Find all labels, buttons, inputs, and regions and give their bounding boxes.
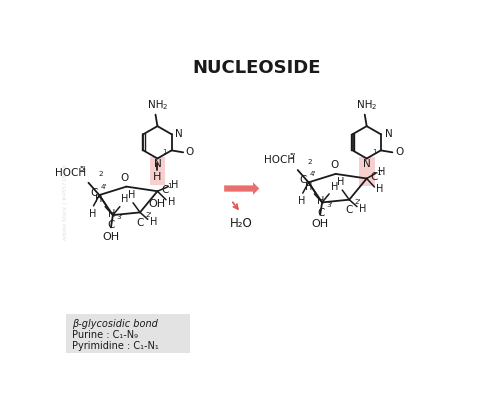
Text: OH: OH [148, 199, 165, 209]
Text: H: H [304, 182, 312, 192]
Text: H: H [298, 196, 306, 206]
Text: H: H [330, 182, 338, 192]
FancyArrowPatch shape [232, 202, 238, 209]
Text: O: O [121, 173, 129, 183]
Text: 2: 2 [98, 171, 103, 177]
Text: O: O [186, 147, 194, 157]
Text: H: H [108, 209, 115, 219]
Text: H: H [96, 194, 103, 204]
Text: 3': 3' [326, 202, 332, 208]
Text: N: N [154, 159, 162, 169]
Text: 2': 2' [146, 212, 152, 218]
Text: HOCH: HOCH [264, 156, 295, 166]
Text: H: H [128, 190, 135, 200]
Text: OH: OH [102, 232, 120, 242]
Text: N: N [363, 159, 370, 169]
Text: C: C [108, 220, 115, 230]
Text: H: H [153, 172, 162, 182]
Text: Pyrimidine : C₁-N₁: Pyrimidine : C₁-N₁ [72, 341, 159, 350]
Text: C: C [162, 185, 168, 195]
Text: HOCH: HOCH [54, 168, 86, 178]
Text: β-glycosidic bond: β-glycosidic bond [72, 319, 158, 329]
Text: 5': 5' [80, 166, 86, 172]
Text: OH: OH [312, 219, 329, 229]
Text: H: H [150, 217, 157, 227]
Text: 5': 5' [289, 153, 296, 159]
Bar [359, 157, 375, 186]
Text: H: H [88, 209, 96, 219]
Text: O: O [330, 160, 338, 170]
Text: N: N [176, 129, 183, 139]
Text: 1': 1' [166, 183, 173, 189]
Text: Purine : C₁-N₉: Purine : C₁-N₉ [72, 330, 138, 340]
Text: 4': 4' [310, 171, 317, 177]
Text: H: H [171, 180, 178, 190]
Text: 2: 2 [162, 104, 167, 110]
Text: H: H [337, 177, 344, 187]
Text: H: H [317, 196, 324, 206]
Text: Adobe Stock | #455718026: Adobe Stock | #455718026 [62, 164, 68, 240]
Text: C: C [317, 208, 324, 218]
Text: NH: NH [357, 100, 372, 110]
Bar [150, 157, 165, 185]
Text: 4': 4' [101, 184, 107, 190]
Text: H: H [378, 166, 386, 176]
Text: C: C [136, 218, 143, 228]
Text: 1: 1 [372, 149, 376, 155]
Text: 1: 1 [162, 149, 167, 155]
Text: H: H [376, 184, 384, 194]
Text: 2: 2 [308, 159, 312, 165]
FancyArrowPatch shape [224, 182, 260, 195]
Text: H: H [122, 194, 129, 204]
Text: C: C [370, 172, 378, 182]
Text: H: H [168, 197, 175, 207]
Text: C: C [300, 175, 307, 185]
Text: N: N [384, 129, 392, 139]
Text: 1': 1' [376, 170, 382, 176]
Text: NUCLEOSIDE: NUCLEOSIDE [192, 59, 320, 77]
Text: C: C [346, 205, 353, 215]
Text: 2': 2' [354, 199, 362, 205]
Text: H₂O: H₂O [230, 217, 253, 230]
Text: O: O [395, 147, 404, 157]
Text: NH: NH [148, 100, 163, 110]
Text: C: C [90, 188, 98, 198]
Bar [66, 314, 190, 353]
Text: H: H [359, 204, 366, 214]
Text: 3': 3' [117, 214, 123, 220]
Text: 2: 2 [372, 104, 376, 110]
